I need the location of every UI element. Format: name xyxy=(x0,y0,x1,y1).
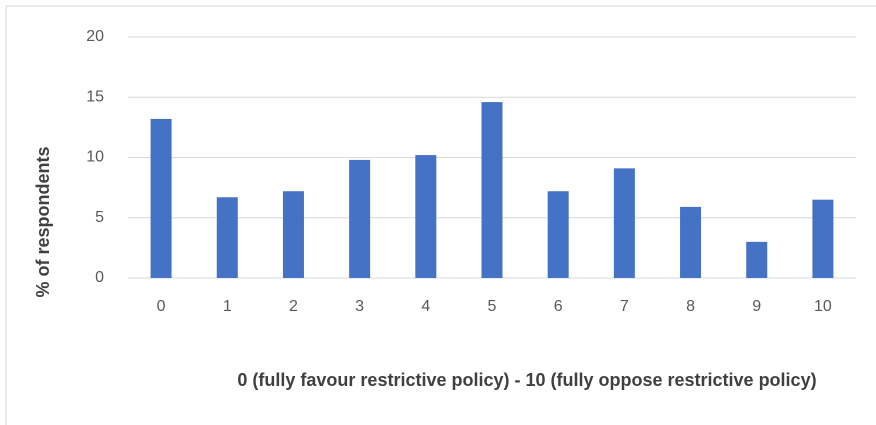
x-tick-label: 6 xyxy=(554,298,563,315)
bar xyxy=(680,206,702,278)
y-tick-label: 0 xyxy=(95,269,104,286)
x-tick-label: 10 xyxy=(814,298,832,315)
x-tick-label: 4 xyxy=(421,298,430,315)
x-axis-title: 0 (fully favour restrictive policy) - 10… xyxy=(237,370,817,390)
bar xyxy=(613,168,635,278)
bar xyxy=(282,191,304,278)
bar xyxy=(415,155,437,278)
bar xyxy=(150,118,172,278)
x-tick-label: 8 xyxy=(686,298,695,315)
bar xyxy=(349,159,371,278)
bar xyxy=(547,191,569,278)
bar xyxy=(812,199,834,278)
x-tick-label: 0 xyxy=(157,298,166,315)
chart-frame xyxy=(5,5,876,425)
x-tick-label: 7 xyxy=(620,298,629,315)
bar xyxy=(481,102,503,278)
x-tick-label: 1 xyxy=(223,298,232,315)
y-tick-label: 10 xyxy=(86,149,104,166)
x-tick-label: 9 xyxy=(752,298,761,315)
bar xyxy=(746,241,768,278)
y-axis-title: % of respondents xyxy=(33,146,53,297)
bar xyxy=(216,197,238,278)
y-tick-label: 5 xyxy=(95,209,104,226)
x-tick-label: 5 xyxy=(488,298,497,315)
x-tick-label: 2 xyxy=(289,298,298,315)
y-tick-label: 15 xyxy=(86,88,104,105)
y-tick-label: 20 xyxy=(86,28,104,45)
x-tick-label: 3 xyxy=(355,298,364,315)
